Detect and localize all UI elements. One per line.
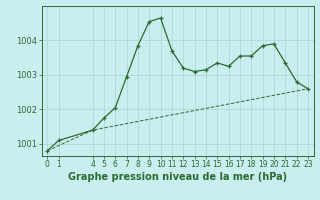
X-axis label: Graphe pression niveau de la mer (hPa): Graphe pression niveau de la mer (hPa) — [68, 172, 287, 182]
